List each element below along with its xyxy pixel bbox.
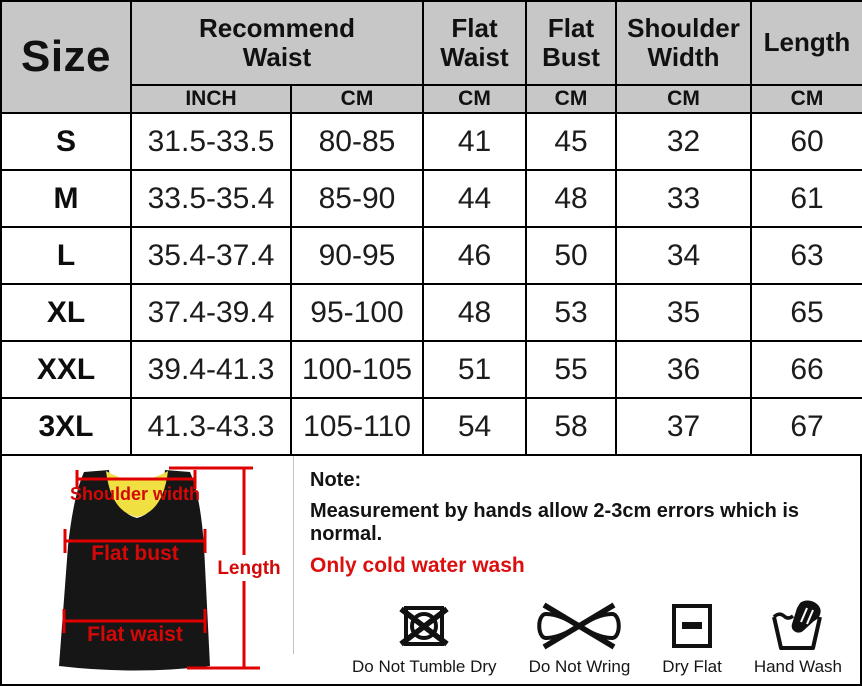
size-cell: M (0, 169, 132, 228)
care-label: Hand Wash (753, 657, 842, 676)
flat-waist-cell: 44 (422, 169, 527, 228)
unit-inch: INCH (130, 84, 292, 114)
unit-cm: CM (290, 84, 424, 114)
cm-cell: 105-110 (290, 397, 424, 456)
flat-bust-label: Flat bust (91, 542, 179, 565)
header-flat-waist: Flat Waist (422, 0, 527, 86)
dry-flat-icon (672, 604, 713, 648)
care-item-hand-wash: Hand Wash (754, 600, 842, 677)
length-cell: 65 (750, 283, 862, 342)
hand-wash-icon (771, 600, 822, 650)
flat-bust-cell: 45 (525, 112, 617, 171)
vest-lining (106, 471, 168, 517)
size-row-3xl: 3XL 41.3-43.3 105-110 54 58 37 67 (0, 397, 862, 456)
flat-bust-cell: 53 (525, 283, 617, 342)
size-cell: XL (0, 283, 132, 342)
size-row-xl: XL 37.4-39.4 95-100 48 53 35 65 (0, 283, 862, 342)
length-cell: 61 (750, 169, 862, 228)
header-recommend-waist-label: Recommend Waist (198, 12, 356, 72)
header-row-1: Size Recommend Waist Flat Waist Flat Bus… (0, 0, 862, 114)
inch-cell: 31.5-33.5 (130, 112, 292, 171)
info-panel: Shoulder width Flat bust Flat waist Leng… (0, 456, 862, 686)
flat-bust-cell: 55 (525, 340, 617, 399)
length-cell: 63 (750, 226, 862, 285)
care-label: Do Not Wring (528, 657, 631, 676)
flat-waist-cell: 46 (422, 226, 527, 285)
unit-cm: CM (525, 84, 617, 114)
inch-cell: 33.5-35.4 (130, 169, 292, 228)
note-warning-text: Only cold water wash (310, 554, 525, 577)
cm-cell: 85-90 (290, 169, 424, 228)
size-row-l: L 35.4-37.4 90-95 46 50 34 63 (0, 226, 862, 285)
flat-bust-cell: 50 (525, 226, 617, 285)
inch-cell: 39.4-41.3 (130, 340, 292, 399)
measurement-diagram: Shoulder width Flat bust Flat waist Leng… (2, 456, 293, 684)
flat-bust-cell: 48 (525, 169, 617, 228)
size-row-s: S 31.5-33.5 80-85 41 45 32 60 (0, 112, 862, 171)
care-label: Dry Flat (662, 657, 722, 676)
flat-waist-cell: 48 (422, 283, 527, 342)
do-not-wring-icon (537, 602, 622, 650)
header-size: Size (0, 0, 132, 114)
shoulder-width-label: Shoulder width (70, 484, 200, 504)
shoulder-width-cell: 34 (615, 226, 752, 285)
inch-cell: 41.3-43.3 (130, 397, 292, 456)
length-label-backdrop (222, 555, 275, 581)
note-panel: Note: Measurement by hands allow 2-3cm e… (293, 456, 860, 684)
flat-waist-cell: 41 (422, 112, 527, 171)
header-shoulder-width: Shoulder Width (615, 0, 752, 86)
length-cell: 67 (750, 397, 862, 456)
header-row-units: INCH CM CM CM CM CM (1, 84, 862, 114)
flat-waist-cell: 54 (422, 397, 527, 456)
header-length: Length (750, 0, 862, 86)
note-title: Note: (310, 469, 362, 491)
size-cell: L (0, 226, 132, 285)
flat-waist-cell: 51 (422, 340, 527, 399)
inch-cell: 35.4-37.4 (130, 226, 292, 285)
shoulder-width-cell: 37 (615, 397, 752, 456)
size-cell: 3XL (0, 397, 132, 456)
shoulder-width-cell: 35 (615, 283, 752, 342)
inch-cell: 37.4-39.4 (130, 283, 292, 342)
length-label: Length (217, 558, 280, 579)
shoulder-width-cell: 33 (615, 169, 752, 228)
header-flat-bust: Flat Bust (525, 0, 617, 86)
size-row-xxl: XXL 39.4-41.3 100-105 51 55 36 66 (0, 340, 862, 399)
unit-cm: CM (750, 84, 862, 114)
size-row-m: M 33.5-35.4 85-90 44 48 33 61 (0, 169, 862, 228)
unit-cm: CM (422, 84, 527, 114)
cm-cell: 100-105 (290, 340, 424, 399)
size-cell: S (0, 112, 132, 171)
header-recommend-waist: Recommend Waist (130, 0, 424, 86)
flat-bust-cell: 58 (525, 397, 617, 456)
size-table: Size Recommend Waist Flat Waist Flat Bus… (0, 0, 862, 456)
flat-waist-label: Flat waist (87, 623, 183, 646)
care-label: Do Not Tumble Dry (352, 657, 497, 676)
cm-cell: 80-85 (290, 112, 424, 171)
size-cell: XXL (0, 340, 132, 399)
length-cell: 60 (750, 112, 862, 171)
cm-cell: 90-95 (290, 226, 424, 285)
note-measurement-text: Measurement by hands allow 2-3cm errors … (310, 500, 800, 545)
panel-divider (293, 456, 294, 654)
care-item-dry-flat: Dry Flat (662, 600, 722, 677)
cm-cell: 95-100 (290, 283, 424, 342)
do-not-tumble-dry-icon (399, 606, 449, 647)
shoulder-width-cell: 32 (615, 112, 752, 171)
care-icons-row: Do Not Tumble Dry Do Not Wring (352, 600, 842, 677)
care-item-do-not-wring: Do Not Wring (528, 600, 631, 677)
unit-cm: CM (615, 84, 752, 114)
vest-illustration: Shoulder width Flat bust Flat waist Leng… (59, 466, 281, 671)
care-item-do-not-tumble-dry: Do Not Tumble Dry (352, 600, 497, 677)
shoulder-width-cell: 36 (615, 340, 752, 399)
length-cell: 66 (750, 340, 862, 399)
